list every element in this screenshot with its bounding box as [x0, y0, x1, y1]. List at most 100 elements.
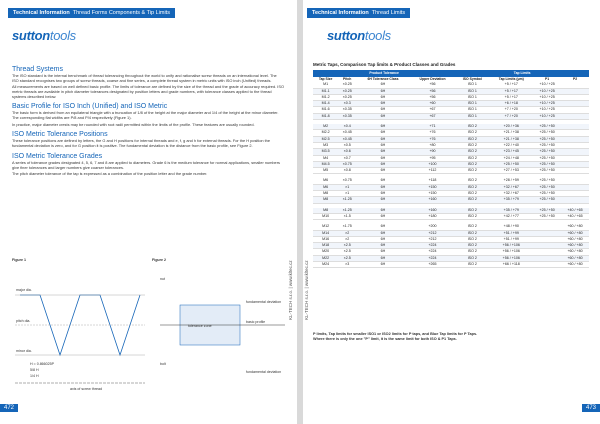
table-cell: +60 / +80 [561, 230, 589, 237]
table-cell: +118 [409, 178, 456, 185]
table-cell: +66 / +118 [489, 261, 534, 269]
table-cell: ISO 2 [455, 261, 490, 269]
table-cell: +150 [409, 184, 456, 192]
section-heading: Basic Profile for ISO Inch (Unified) and… [12, 103, 168, 111]
table-cell: +25 / +50 [533, 167, 562, 175]
table-cell: +40 / +65 [561, 207, 589, 214]
header-bar: Technical Information Thread Limits [307, 8, 411, 18]
table-cell [533, 261, 562, 269]
section-heading: Thread Systems [12, 66, 63, 73]
table-row: M8 ×1.25 6H +160 ISO 2 +35 / +79 +25 / +50 [313, 196, 589, 204]
table-cell [561, 190, 589, 198]
table-cell: ×0.25 [338, 94, 357, 102]
table-cell: +100 [409, 161, 456, 169]
logo: suttontools [12, 28, 76, 43]
figure-label: minor dia. [16, 349, 32, 353]
table-cell: ISO 2 [455, 178, 490, 185]
table-cell: ISO 2 [455, 167, 490, 175]
table-cell: M10 [313, 213, 339, 221]
table-cell: +224 [409, 248, 456, 256]
group-header: Product Tolerance [313, 70, 456, 77]
table-cell: +56 [409, 94, 456, 102]
table-cell: +150 [409, 190, 456, 198]
table-row: M12 ×1.75 6H +200 ISO 2 +48 / +90 +60 / +80 [313, 224, 589, 231]
table-cell: +25 / +50 [533, 155, 562, 162]
figure-label: fundamental deviation [246, 370, 281, 374]
table-cell: +28 / +59 [489, 178, 534, 185]
table-cell: ×0.5 [338, 142, 357, 150]
table-cell: ISO 2 [455, 230, 490, 237]
table-cell: 6H [356, 190, 410, 198]
figure-label: major dia. [16, 288, 32, 292]
column-header: Pitch [343, 77, 352, 81]
table-cell: +24 / +48 [489, 155, 534, 162]
table-cell: ISO 2 [455, 213, 490, 221]
table-cell: ISO 2 [455, 148, 490, 156]
table-cell: M4 [313, 155, 339, 162]
table-row: M1.8 ×0.35 6H +67 ISO 1 +7 / +20 +10 / +25 [313, 113, 589, 121]
table-cell: +27 / +53 [489, 167, 534, 175]
table-cell: 6H [356, 94, 410, 102]
table-cell: +5 / +17 [489, 94, 534, 102]
column-header: Tap Size [318, 77, 333, 81]
table-cell: ISO 1 [455, 106, 490, 114]
table-cell: 6H [356, 178, 410, 185]
table-cell: 6H [356, 161, 410, 169]
table-cell: ×0.4 [338, 124, 357, 131]
header-bar: Technical Information Thread Forms Compon… [8, 8, 175, 18]
table-cell: +67 [409, 106, 456, 114]
table-cell: 6H [356, 261, 410, 269]
table-cell: +60 [409, 100, 456, 108]
table-cell: +25 / +50 [533, 161, 562, 169]
column-header: ISO Symbol [462, 77, 482, 81]
side-text: KL-TECH s.r.o. | www.kltec.cz [304, 260, 309, 320]
notes: P limits, Tap limits for smaller ISO1 or… [313, 332, 589, 342]
table-cell: ISO 1 [455, 82, 490, 89]
table-cell: +25 / +50 [533, 190, 562, 198]
table-cell: +56 / +106 [489, 242, 534, 250]
table-cell: ×0.25 [338, 82, 357, 89]
table-cell: ×1.75 [338, 224, 357, 231]
table-cell: ISO 2 [455, 224, 490, 231]
table-cell: M14 [313, 230, 339, 237]
header-section: Technical Information [312, 10, 369, 16]
table-cell: 6H [356, 129, 410, 137]
table-cell: +32 / +67 [489, 190, 534, 198]
table-row: M14 ×2 6H +212 ISO 2 +51 / +99 +60 / +80 [313, 230, 589, 237]
table-cell: +23 / +45 [489, 148, 534, 156]
table-row: M1 ×0.25 6H +56 ISO 1 +5 / +17 +10 / +25 [313, 82, 589, 89]
table-row: M6 ×1 6H +150 ISO 2 +32 / +67 +25 / +50 [313, 184, 589, 192]
figure-label: 5/8 H [30, 368, 39, 372]
table-cell: ×0.35 [338, 113, 357, 121]
table-cell: ×2.5 [338, 248, 357, 256]
table-cell: +48 / +90 [489, 224, 534, 231]
table-cell: 6H [356, 155, 410, 162]
table-cell [533, 248, 562, 256]
left-page: Technical Information Thread Forms Compon… [0, 0, 297, 424]
table-cell [561, 88, 589, 95]
table-cell: ISO 2 [455, 196, 490, 204]
table-cell: M5 [313, 167, 339, 175]
table-cell: +56 / +106 [489, 255, 534, 263]
paragraph: The basic form is derived from an equila… [12, 110, 279, 121]
table-cell: +40 / +65 [561, 213, 589, 221]
header-topic: Thread Forms Components & Tip Limits [72, 10, 170, 16]
table-cell: +25 / +50 [489, 161, 534, 169]
header-section: Technical Information [13, 10, 70, 16]
table-cell: +95 [409, 155, 456, 162]
table-cell: M8 [313, 196, 339, 204]
table-row: M4 ×0.7 6H +95 ISO 2 +24 / +48 +25 / +50 [313, 155, 589, 162]
table-cell: 6H [356, 113, 410, 121]
table-cell: +25 / +50 [533, 213, 562, 221]
table-cell: 6H [356, 142, 410, 150]
table-cell: M4.5 [313, 161, 339, 169]
paragraph: In practice, major diameter crests may b… [12, 121, 255, 127]
table-cell: +25 / +50 [533, 196, 562, 204]
paragraph: A series of tolerance grades designated … [12, 159, 280, 170]
table-cell: ×1.25 [338, 207, 357, 214]
table-cell: ×0.35 [338, 106, 357, 114]
table-cell: 6H [356, 230, 410, 237]
figure-caption: Figure 2 [152, 258, 166, 262]
table-cell: ISO 2 [455, 255, 490, 263]
table-cell: M1.1 [313, 88, 339, 95]
